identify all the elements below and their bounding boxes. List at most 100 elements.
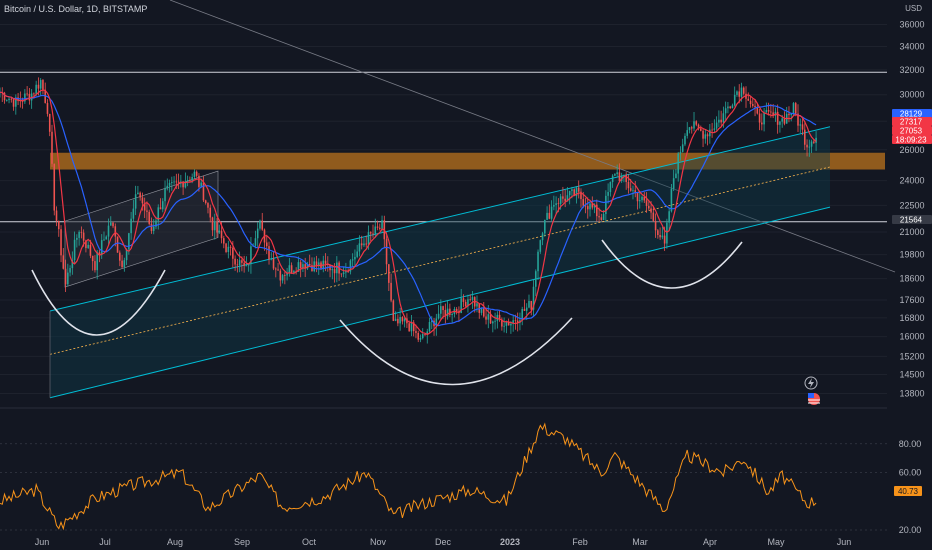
candle-body [808,146,811,148]
candle-body [462,298,465,302]
candle-body [10,98,13,100]
candle-body [693,121,695,129]
price-tick-label: 13800 [899,389,924,399]
candle-body [367,232,370,245]
candle-body [451,313,453,315]
candle-body [44,89,47,103]
candle-body [306,263,309,269]
candle-body [586,206,589,210]
candle-body [270,258,273,260]
candle-body [94,261,96,271]
us-flag-icon-canton [808,393,814,398]
candle-body [684,135,686,145]
lightning-icon-glyph [808,378,814,388]
candle-body [460,298,462,314]
candle-body [659,234,661,238]
candle-body [596,204,598,217]
candle-body [247,264,250,266]
candle-body [709,129,711,137]
candle-body [577,187,580,192]
candle-body [261,220,264,230]
chart-grid [0,24,887,409]
candle-body [24,93,26,102]
candle-body [548,212,551,219]
candle-body [415,331,417,333]
lightning-icon [804,376,818,390]
candle-body [638,200,641,202]
candle-body [51,131,53,164]
candle-body [121,260,123,268]
candle-body [722,113,725,123]
candle-body [654,220,657,231]
candle-body [629,188,632,191]
candle-body [125,249,128,261]
price-tag-text: 28129 [900,110,923,119]
candle-body [749,100,752,105]
price-tick-label: 36000 [899,20,924,30]
candle-body [672,178,675,189]
candle-body [632,190,634,192]
candle-body [62,255,65,269]
candle-body [227,246,230,252]
candle-body [562,196,564,199]
candle-body [799,124,802,126]
price-tick-label: 34000 [899,42,924,52]
candle-body [26,93,28,95]
time-tick-label: Aug [167,537,183,547]
candle-body [5,100,8,101]
candle-body [103,239,105,241]
candle-body [539,240,542,252]
price-tag-text: 27317 [900,118,923,127]
candle-body [184,181,187,188]
candle-body [568,190,571,196]
time-tick-label: Dec [435,537,452,547]
candle-body [177,181,180,183]
candle-body [444,310,447,317]
candle-body [507,321,510,326]
ma-slow-line [0,91,817,327]
candle-body [155,220,157,227]
time-axis[interactable]: Jun Jul Aug Sep Oct Nov Dec 2023 Feb Mar Apr May Jun [35,537,852,547]
price-axis[interactable]: 3600034000320003000028000260002400022500… [899,20,924,399]
candle-body [241,260,243,263]
time-tick-label: May [767,537,785,547]
candle-body [304,264,306,269]
candle-body [232,247,234,259]
candle-body [349,260,352,272]
price-tag: 18:09:23 [892,135,932,145]
candle-body [358,243,361,252]
candle-body [480,308,483,313]
candle-body [668,211,670,223]
candle-body [69,268,71,273]
candle-body [781,118,783,122]
candle-body [591,203,594,208]
candle-body [471,297,474,300]
candle-body [225,243,227,252]
candle-body [60,229,62,256]
candle-body [191,176,193,181]
candle-body [342,272,345,274]
candle-body [738,91,741,97]
candle-body [733,94,736,106]
candle-body [360,243,363,246]
price-tick-label: 24000 [899,176,924,186]
candle-body [132,208,135,219]
candle-body [602,214,605,220]
chart-icons[interactable] [804,376,820,405]
candle-body [236,264,239,266]
candle-body [324,260,327,264]
candle-body [376,226,379,228]
price-tick-label: 30000 [899,90,924,100]
candle-body [302,264,304,269]
candle-body [107,225,110,237]
candle-body [204,200,207,204]
time-tick-label: Jun [837,537,852,547]
candle-body [112,222,114,227]
candle-body [559,196,562,204]
rsi-axis[interactable]: 80.00 60.00 20.00 [899,439,922,535]
candle-body [650,208,652,213]
candle-body [794,103,797,114]
candle-body [681,144,684,152]
price-tick-label: 14500 [899,370,924,380]
